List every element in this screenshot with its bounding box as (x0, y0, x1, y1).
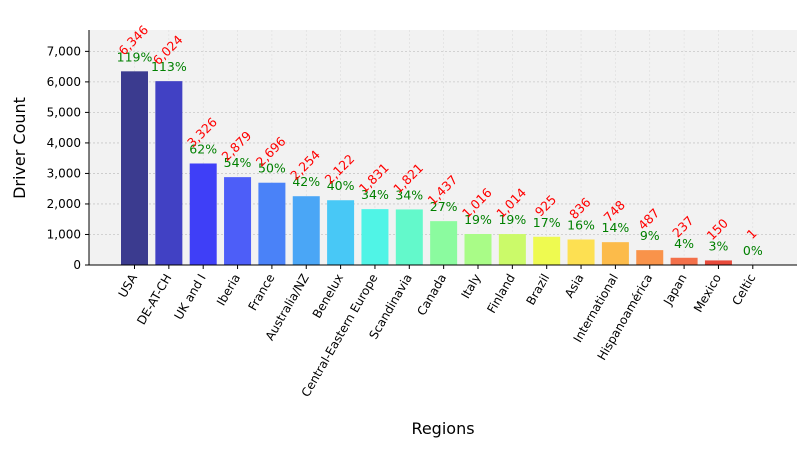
bar (155, 81, 183, 265)
bars (121, 71, 767, 265)
percent-label: 3% (709, 238, 729, 253)
x-axis-title: Regions (411, 419, 474, 438)
percent-label: 113% (151, 59, 187, 74)
x-tick-label: Celtic (729, 272, 758, 308)
bar (704, 260, 732, 265)
x-tick-label: USA (116, 271, 141, 300)
percent-label: 50% (258, 161, 286, 176)
x-tick-label: France (245, 272, 277, 314)
bar (567, 239, 595, 265)
x-tick-label: Asia (562, 272, 587, 301)
bar (327, 200, 355, 265)
percent-label: 40% (327, 178, 355, 193)
y-tick-label: 0 (73, 258, 81, 272)
bar (189, 163, 217, 265)
x-tick-label: Mexico (691, 272, 724, 315)
bar (395, 209, 423, 265)
y-tick-label: 3,000 (47, 166, 81, 180)
bar (636, 250, 664, 265)
x-tick-label: Brazil (523, 272, 552, 308)
x-tick-label: DE-AT-CH (134, 272, 174, 328)
bar (430, 221, 458, 265)
x-tick-label: Canada (414, 272, 449, 319)
percent-label: 19% (464, 212, 492, 227)
y-axis-title: Driver Count (10, 97, 29, 199)
x-tick-label: UK and I (171, 272, 208, 323)
percent-label: 27% (430, 199, 458, 214)
percent-label: 19% (498, 212, 526, 227)
x-tick-label: Finland (484, 272, 518, 316)
y-tick-label: 7,000 (47, 44, 81, 58)
percent-label: 34% (395, 187, 423, 202)
percent-label: 4% (674, 236, 694, 251)
percent-label: 62% (189, 141, 217, 156)
percent-label: 17% (533, 215, 561, 230)
bar (498, 234, 526, 265)
percent-label: 34% (361, 187, 389, 202)
y-tick-label: 4,000 (47, 136, 81, 150)
bar (292, 196, 320, 265)
bar (601, 242, 629, 265)
y-tick-label: 6,000 (47, 75, 81, 89)
x-tick-label: Benelux (310, 272, 346, 321)
percent-label: 119% (117, 49, 153, 64)
y-axis-ticks: 0 1,000 2,000 3,000 4,000 5,000 6,000 7,000 (47, 44, 89, 272)
y-tick-label: 1,000 (47, 227, 81, 241)
data-labels: 119%6,346113%6,02462%3,32654%2,87950%2,6… (115, 22, 762, 258)
percent-label: 14% (602, 220, 630, 235)
bar (464, 233, 492, 265)
x-tick-label: Japan (660, 272, 689, 309)
bar (670, 257, 698, 265)
percent-label: 9% (640, 228, 660, 243)
percent-label: 42% (292, 174, 320, 189)
bar (121, 71, 148, 265)
bar (224, 177, 252, 265)
percent-label: 16% (567, 217, 595, 232)
percent-label: 54% (224, 155, 252, 170)
x-tick-label: Italy (458, 272, 483, 302)
x-tick-label: Iberia (214, 272, 243, 309)
percent-label: 0% (743, 243, 763, 258)
bar (361, 209, 389, 265)
bar (258, 182, 286, 265)
y-tick-label: 2,000 (47, 197, 81, 211)
bar (533, 236, 561, 265)
y-tick-label: 5,000 (47, 105, 81, 119)
